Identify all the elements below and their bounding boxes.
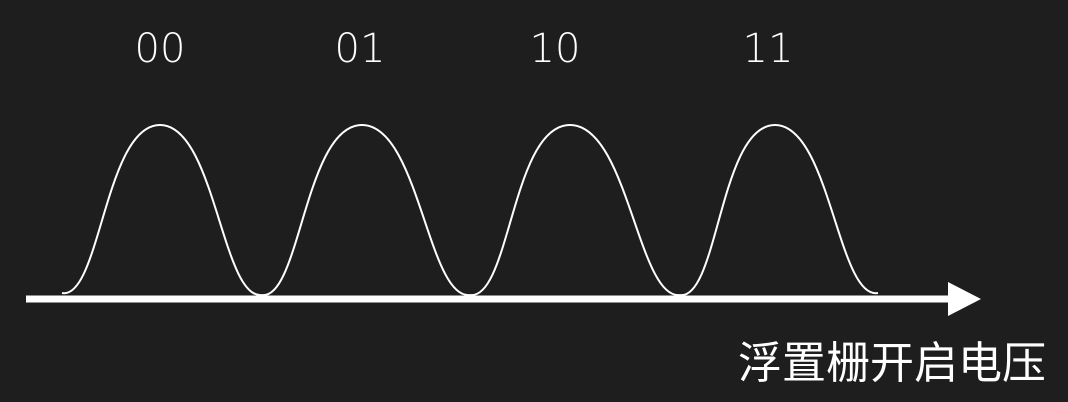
state-label-10: 10 — [530, 26, 581, 72]
distribution-curve-00 — [61, 123, 263, 297]
state-label-11: 11 — [743, 26, 794, 72]
distribution-curve-11 — [679, 123, 879, 297]
state-label-01: 01 — [335, 26, 386, 72]
distribution-curves — [61, 123, 879, 297]
axis-arrowhead — [948, 282, 981, 316]
axis-label: 浮置栅开启电压 — [738, 338, 1046, 389]
state-labels: 00 01 10 11 — [135, 26, 794, 72]
voltage-axis — [26, 282, 981, 316]
distribution-curve-01 — [261, 123, 471, 297]
state-label-00: 00 — [135, 26, 186, 72]
distribution-curve-10 — [469, 123, 681, 297]
